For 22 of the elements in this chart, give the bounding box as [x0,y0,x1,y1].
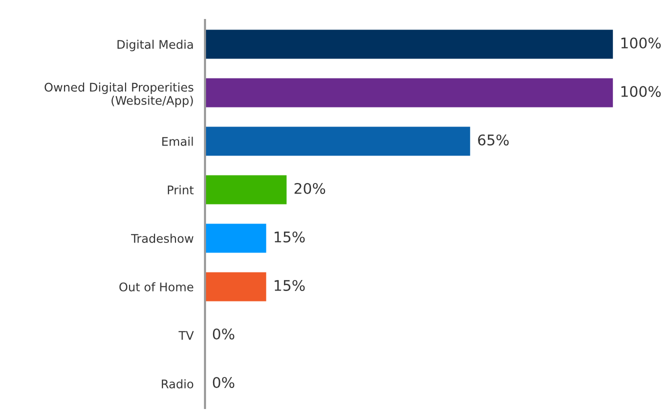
data-label: 100% [621,86,661,97]
bar [205,30,613,59]
data-label: 20% [294,182,326,194]
bar [205,224,266,253]
y-tick-label: Owned Digital Properities (Website/App) [44,82,194,108]
data-label: 0% [212,328,234,340]
y-tick-label: Radio [162,379,194,388]
bar [205,78,613,108]
bar [205,175,287,204]
y-tick-label: Out of Home [119,282,194,292]
y-tick-label: Print [168,185,194,194]
y-tick-label: Tradeshow [131,234,194,243]
bar [205,272,266,302]
y-tick-label: TV [178,331,194,340]
bar [205,126,470,156]
y-tick-label: Email [162,136,193,146]
y-tick-label: Digital Media [118,40,193,52]
data-label: 100% [621,37,661,48]
data-label: 15% [274,231,305,242]
data-label: 15% [274,280,305,291]
data-label: 65% [478,134,509,146]
data-label: 0% [212,376,234,388]
